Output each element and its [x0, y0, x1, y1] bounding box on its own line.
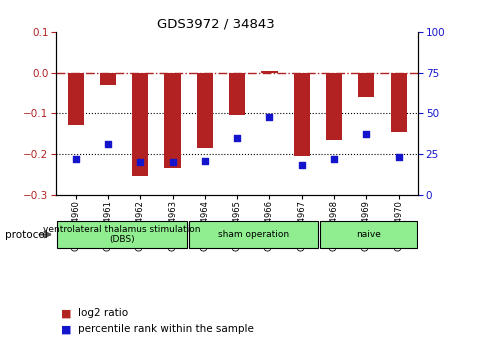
Bar	[261, 70, 277, 73]
Bar	[390, 73, 406, 132]
Point	[136, 159, 144, 165]
Point	[265, 114, 273, 119]
FancyBboxPatch shape	[320, 221, 416, 249]
FancyBboxPatch shape	[57, 221, 186, 249]
Text: percentile rank within the sample: percentile rank within the sample	[78, 324, 254, 334]
Point	[329, 156, 337, 162]
Text: protocol: protocol	[5, 229, 47, 240]
FancyBboxPatch shape	[188, 221, 318, 249]
Bar	[293, 73, 309, 156]
Point	[72, 156, 80, 162]
Point	[168, 159, 176, 165]
Bar	[100, 73, 116, 85]
Point	[104, 141, 112, 147]
Point	[362, 132, 369, 137]
Bar	[358, 73, 374, 97]
Text: ■: ■	[61, 324, 71, 334]
Point	[201, 158, 208, 163]
Text: sham operation: sham operation	[218, 230, 288, 239]
Bar	[228, 73, 245, 115]
Bar	[67, 73, 83, 126]
Bar	[132, 73, 148, 176]
Bar	[196, 73, 212, 148]
Title: GDS3972 / 34843: GDS3972 / 34843	[156, 18, 274, 31]
Text: ventrolateral thalamus stimulation
(DBS): ventrolateral thalamus stimulation (DBS)	[43, 225, 201, 244]
Text: naive: naive	[356, 230, 381, 239]
Bar	[325, 73, 342, 140]
Bar	[164, 73, 180, 168]
Text: log2 ratio: log2 ratio	[78, 308, 128, 318]
Point	[297, 162, 305, 168]
Text: ■: ■	[61, 308, 71, 318]
Point	[233, 135, 241, 141]
Point	[394, 154, 402, 160]
